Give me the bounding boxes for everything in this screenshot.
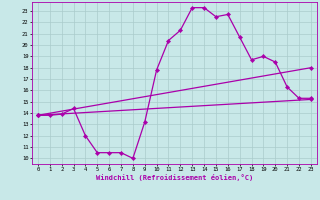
X-axis label: Windchill (Refroidissement éolien,°C): Windchill (Refroidissement éolien,°C): [96, 174, 253, 181]
